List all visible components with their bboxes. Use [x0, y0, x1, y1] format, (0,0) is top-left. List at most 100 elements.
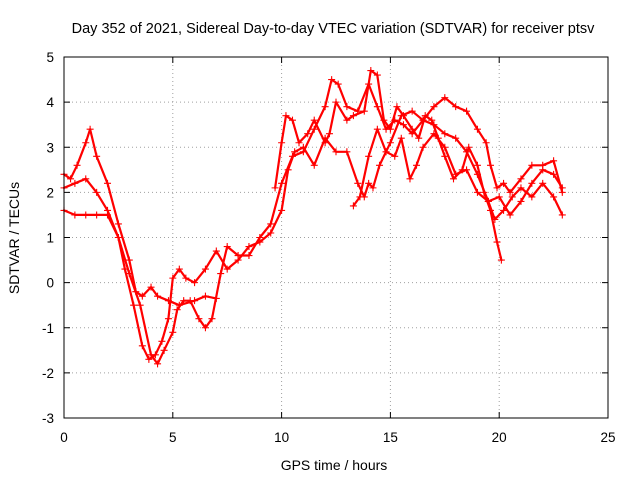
data-point: [550, 170, 558, 178]
data-point: [550, 193, 558, 201]
y-axis-label: SDTVAR / TECUs: [6, 182, 22, 294]
data-point: [376, 161, 384, 169]
data-point: [506, 211, 514, 219]
series-track-c: [60, 107, 566, 363]
data-point: [354, 179, 362, 187]
data-point: [408, 125, 416, 133]
data-point: [234, 256, 242, 264]
data-point: [415, 134, 423, 142]
data-point: [223, 243, 231, 251]
data-point: [428, 116, 436, 124]
data-point: [373, 103, 381, 111]
data-point: [160, 346, 168, 354]
data-point: [349, 202, 357, 210]
y-tick-label: -3: [42, 411, 54, 426]
data-point: [399, 112, 407, 120]
data-point: [386, 125, 394, 133]
y-tick-label: 2: [46, 185, 54, 200]
data-point: [321, 139, 329, 147]
data-point: [208, 315, 216, 323]
data-point: [114, 234, 122, 241]
data-point: [154, 292, 162, 300]
data-point: [223, 265, 231, 273]
data-point: [201, 265, 209, 273]
data-point: [104, 211, 112, 219]
data-point: [406, 175, 414, 183]
data-point: [413, 161, 421, 169]
data-point: [278, 179, 286, 187]
data-point: [288, 116, 296, 124]
data-point: [278, 206, 286, 214]
data-point: [493, 184, 501, 192]
data-point: [373, 125, 381, 133]
data-point: [558, 211, 566, 219]
data-point: [482, 139, 490, 147]
data-point: [267, 220, 275, 228]
data-point: [473, 161, 481, 169]
data-point: [497, 256, 505, 264]
y-tick-label: -2: [42, 366, 54, 381]
data-point: [158, 337, 166, 345]
y-tick-label: -1: [42, 321, 54, 336]
data-point: [82, 175, 90, 183]
data-point: [71, 179, 79, 187]
data-point: [528, 193, 536, 201]
series-track-e: [349, 125, 566, 219]
data-point: [500, 179, 508, 187]
data-point: [386, 139, 394, 147]
data-point: [486, 206, 494, 214]
data-point: [180, 297, 188, 305]
data-point: [528, 179, 536, 187]
x-axis-label: GPS time / hours: [281, 457, 388, 473]
data-point: [121, 265, 129, 273]
y-tick-label: 0: [46, 276, 54, 291]
data-point: [310, 125, 318, 133]
data-point: [291, 148, 299, 156]
data-point: [169, 328, 177, 336]
data-point: [82, 211, 90, 219]
data-point: [186, 297, 194, 305]
data-point: [484, 197, 492, 205]
data-point: [550, 157, 558, 165]
data-point: [528, 161, 536, 169]
data-point: [93, 211, 101, 219]
data-point: [500, 206, 508, 214]
data-point: [169, 274, 177, 282]
data-point: [421, 112, 429, 120]
data-point: [539, 179, 547, 187]
data-point: [114, 220, 122, 228]
data-point: [441, 130, 449, 138]
data-point: [104, 179, 112, 187]
data-point: [125, 256, 133, 264]
data-point: [138, 292, 146, 300]
data-point: [450, 175, 458, 183]
data-point: [154, 360, 162, 368]
data-point: [310, 161, 318, 169]
data-point: [399, 121, 407, 129]
data-point: [349, 112, 357, 120]
data-point: [463, 107, 471, 115]
data-series: [60, 67, 566, 368]
series-track-b: [60, 76, 566, 368]
data-point: [391, 152, 399, 160]
data-point: [310, 116, 318, 124]
data-point: [408, 107, 416, 115]
data-point: [332, 98, 340, 106]
data-point: [321, 103, 329, 111]
data-point: [539, 166, 547, 174]
data-point: [373, 71, 381, 79]
data-point: [201, 324, 209, 332]
data-point: [452, 170, 460, 178]
data-point: [343, 148, 351, 156]
data-point: [508, 193, 516, 201]
y-tick-label: 5: [46, 50, 54, 65]
data-point: [397, 134, 405, 142]
data-point: [441, 143, 449, 151]
data-point: [325, 130, 333, 138]
data-point: [430, 130, 438, 138]
data-point: [558, 184, 566, 192]
data-point: [441, 152, 449, 160]
data-point: [452, 134, 460, 142]
data-point: [360, 107, 368, 115]
